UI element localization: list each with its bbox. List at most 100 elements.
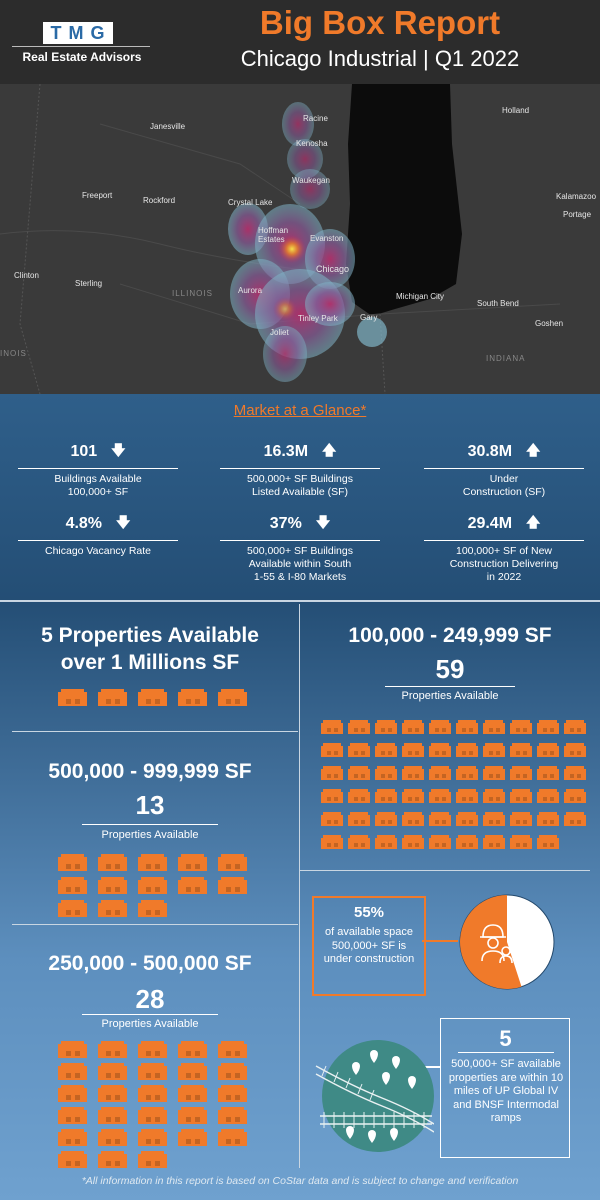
map-label-inois: INOIS <box>0 349 27 358</box>
warehouse-icon <box>178 1107 207 1124</box>
underline <box>385 686 515 687</box>
warehouse-icon <box>218 1107 247 1124</box>
map-label-racine: Racine <box>303 114 328 123</box>
warehouse-icon <box>456 743 478 757</box>
warehouse-icon <box>58 877 87 894</box>
map-label-rockford: Rockford <box>143 196 176 205</box>
glance-title: Market at a Glance* <box>233 402 367 419</box>
warehouse-icon <box>138 1041 167 1058</box>
warehouse-icon <box>375 766 397 780</box>
warehouse-icon <box>348 812 370 826</box>
warehouse-icon <box>178 877 207 894</box>
warehouse-icon <box>58 689 87 706</box>
warehouse-icon <box>218 1129 247 1146</box>
market-at-a-glance: Market at a Glance* 101 🡇 Buildings Avail… <box>0 394 600 600</box>
warehouse-icon <box>429 743 451 757</box>
warehouse-icon <box>321 743 343 757</box>
warehouse-icon <box>138 900 167 917</box>
s250k-building-icons <box>58 1041 247 1168</box>
warehouse-icon <box>510 743 532 757</box>
warehouse-icon <box>456 720 478 734</box>
s250k-heading: 250,000 - 500,000 SF <box>48 952 252 975</box>
footnote: *All information in this report is based… <box>81 1175 519 1187</box>
warehouse-icon <box>98 1151 127 1168</box>
stat-new-construction: 29.4M 🡅 100,000+ SF of New Construction D… <box>424 512 584 584</box>
intermodal-callout <box>440 1018 570 1158</box>
map-label-evanston: Evanston <box>310 234 344 243</box>
map-label-gary: Gary <box>360 313 378 322</box>
warehouse-icon <box>348 720 370 734</box>
map-label-waukegan: Waukegan <box>292 176 330 185</box>
warehouse-icon <box>58 1151 87 1168</box>
warehouse-icon <box>98 1107 127 1124</box>
s500k-label: Properties Available <box>101 829 199 841</box>
warehouse-icon <box>138 1107 167 1124</box>
up-arrow-icon: 🡅 <box>526 442 541 458</box>
warehouse-icon <box>178 1085 207 1102</box>
up-arrow-icon: 🡅 <box>526 514 541 530</box>
warehouse-icon <box>58 1129 87 1146</box>
s250k-number: 28 <box>135 984 165 1014</box>
warehouse-icon <box>537 835 559 849</box>
construction-callout <box>312 896 426 996</box>
warehouse-icon <box>138 877 167 894</box>
warehouse-icon <box>58 1107 87 1124</box>
warehouse-icon <box>138 1151 167 1168</box>
rail-ties <box>321 1065 425 1128</box>
logo-subtitle: Real Estate Advisors <box>22 50 142 64</box>
s500k-number: 13 <box>135 790 165 820</box>
map-label-kalamazoo: Kalamazoo <box>556 192 597 201</box>
warehouse-icon <box>321 789 343 803</box>
over-1m-building-icons <box>58 689 247 706</box>
warehouse-icon <box>483 766 505 780</box>
warehouse-icon <box>98 1063 127 1080</box>
s250k-label: Properties Available <box>101 1018 199 1030</box>
stat-under-construction: 30.8M 🡅 Under Construction (SF) <box>424 440 584 499</box>
warehouse-icon <box>218 1085 247 1102</box>
warehouse-icon <box>98 877 127 894</box>
warehouse-icon <box>537 743 559 757</box>
warehouse-icon <box>321 812 343 826</box>
report-title: Big Box Report <box>259 4 501 41</box>
construction-text: of available space 500,000+ SF is under … <box>323 926 415 965</box>
map-label-janesville: Janesville <box>150 122 186 131</box>
up-arrow-icon: 🡅 <box>322 442 337 458</box>
warehouse-icon <box>138 689 167 706</box>
divider <box>12 731 298 732</box>
warehouse-icon <box>510 835 532 849</box>
warehouse-icon <box>178 854 207 871</box>
warehouse-icon <box>375 743 397 757</box>
warehouse-icon <box>375 789 397 803</box>
map-label-freeport: Freeport <box>82 191 113 200</box>
down-arrow-icon: 🡇 <box>116 514 131 530</box>
map-label-michigan-city: Michigan City <box>396 292 445 301</box>
warehouse-icon <box>564 743 586 757</box>
warehouse-icon <box>321 835 343 849</box>
warehouse-icon <box>348 789 370 803</box>
warehouse-icon <box>537 812 559 826</box>
underline <box>458 1052 554 1053</box>
warehouse-icon <box>178 689 207 706</box>
s100k-building-icons <box>321 720 586 849</box>
warehouse-icon <box>483 835 505 849</box>
warehouse-icon <box>483 720 505 734</box>
underline <box>82 824 218 825</box>
warehouse-icon <box>456 766 478 780</box>
warehouse-icon <box>483 812 505 826</box>
warehouse-icon <box>402 835 424 849</box>
warehouse-icon <box>510 812 532 826</box>
rail-track-icon <box>315 1065 434 1133</box>
callout-connector <box>422 940 458 942</box>
worker-icon <box>480 924 513 964</box>
warehouse-icon <box>218 689 247 706</box>
construction-percent: 55% <box>353 904 385 921</box>
warehouse-icon <box>218 854 247 871</box>
warehouse-icon <box>375 835 397 849</box>
warehouse-icon <box>429 766 451 780</box>
warehouse-icon <box>58 1085 87 1102</box>
map-label-hoffman-estates: Hoffman Estates <box>258 226 289 244</box>
s100k-number: 59 <box>435 654 465 684</box>
intermodal-number: 5 <box>499 1026 512 1051</box>
stat-vacancy-rate: 4.8% 🡇 Chicago Vacancy Rate <box>18 512 178 558</box>
warehouse-icon <box>58 1041 87 1058</box>
